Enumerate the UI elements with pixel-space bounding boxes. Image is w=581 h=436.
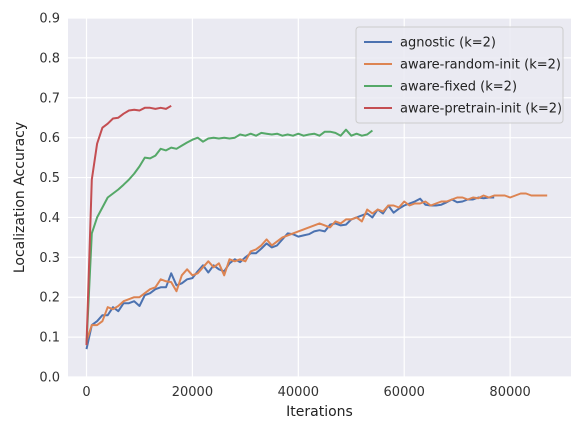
x-tick-label: 40000 bbox=[278, 385, 319, 400]
y-tick-label: 0.6 bbox=[39, 131, 60, 146]
legend-entry: agnostic (k=2) bbox=[400, 36, 496, 51]
x-axis-label: Iterations bbox=[286, 404, 353, 420]
legend: agnostic (k=2) aware-random-init (k=2) awa… bbox=[355, 26, 564, 124]
tick-labels: 0.0 0.1 0.2 0.3 0.4 0.5 0.6 0.7 0.8 0.9 0 20000 4000… bbox=[39, 12, 530, 401]
series-line-3 bbox=[85, 104, 172, 346]
y-tick-label: 0.0 bbox=[39, 371, 60, 386]
y-tick-label: 0.5 bbox=[39, 171, 60, 186]
series-line-1 bbox=[85, 192, 548, 342]
legend-box bbox=[355, 26, 564, 124]
legend-entry: aware-fixed (k=2) bbox=[400, 80, 517, 95]
y-tick-label: 0.3 bbox=[39, 251, 60, 266]
y-tick-label: 0.9 bbox=[39, 12, 60, 27]
x-tick-label: 20000 bbox=[172, 385, 213, 400]
x-tick-label: 80000 bbox=[489, 385, 530, 400]
x-tick-label: 60000 bbox=[384, 385, 425, 400]
y-tick-label: 0.7 bbox=[39, 91, 60, 106]
y-tick-label: 0.2 bbox=[39, 291, 60, 306]
y-tick-label: 0.1 bbox=[39, 331, 60, 346]
y-tick-label: 0.8 bbox=[39, 51, 60, 66]
legend-entry: aware-random-init (k=2) bbox=[400, 58, 561, 73]
y-tick-label: 0.4 bbox=[39, 211, 60, 226]
x-tick-label: 0 bbox=[82, 385, 90, 400]
legend-entry: aware-pretrain-init (k=2) bbox=[400, 102, 562, 117]
series-lines bbox=[85, 104, 548, 350]
y-axis-label: Localization Accuracy bbox=[12, 122, 28, 273]
series-line-2 bbox=[85, 128, 374, 346]
